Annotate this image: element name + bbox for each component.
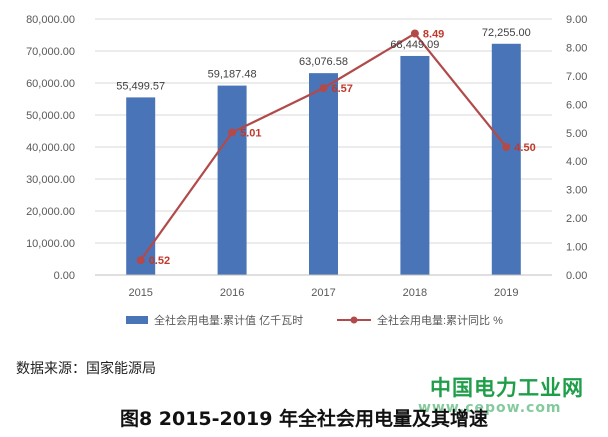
y-right-tick-label: 6.00 — [566, 99, 587, 111]
legend-bar-swatch — [126, 316, 148, 324]
line-series — [136, 29, 511, 265]
growth-marker — [319, 84, 328, 93]
y-left-tick-label: 80,000.00 — [26, 14, 75, 26]
y-right-tick-label: 7.00 — [566, 71, 587, 83]
y-right-tick-label: 1.00 — [566, 242, 587, 254]
legend-line-label: 全社会用电量:累计同比 % — [377, 313, 503, 327]
y-right-tick-label: 3.00 — [566, 185, 587, 197]
bar-series — [126, 43, 521, 276]
growth-marker — [410, 29, 419, 38]
data-labels: 55,499.57 59,187.48 63,076.58 68,449.09 72,2… — [116, 27, 535, 267]
y-left-tick-label: 70,000.00 — [26, 46, 75, 58]
y-right-tick-label: 5.00 — [566, 128, 587, 140]
growth-value-label: 0.52 — [149, 255, 170, 267]
legend-line-marker — [350, 316, 358, 324]
x-tick-label: 2015 — [128, 287, 152, 299]
x-tick-label: 2019 — [494, 287, 518, 299]
bar-value-label: 63,076.58 — [299, 56, 348, 68]
legend-bar-label: 全社会用电量:累计值 亿千瓦时 — [154, 313, 303, 327]
bar — [400, 55, 430, 275]
legend: 全社会用电量:累计值 亿千瓦时 全社会用电量:累计同比 % — [126, 313, 503, 327]
growth-marker — [502, 143, 511, 151]
y-right-tick-label: 9.00 — [566, 14, 587, 26]
y-left-tick-label: 10,000.00 — [26, 238, 75, 250]
x-tick-label: 2016 — [220, 287, 244, 299]
watermark-brand-logo: 中国电力工业网 — [430, 376, 584, 400]
chart-area: 55,499.57 59,187.48 63,076.58 68,449.09 72,2… — [26, 14, 587, 327]
growth-marker — [228, 128, 237, 137]
y-left-tick-label: 20,000.00 — [26, 206, 75, 218]
y-right-tick-label: 2.00 — [566, 213, 587, 225]
y-left-tick-label: 60,000.00 — [26, 78, 75, 90]
growth-value-label: 6.57 — [332, 83, 353, 95]
bar-value-label: 55,499.57 — [116, 80, 165, 92]
growth-value-label: 5.01 — [240, 127, 261, 139]
bar-value-label: 59,187.48 — [208, 69, 257, 81]
bar — [126, 97, 156, 276]
figure-caption: 图8 2015-2019 年全社会用电量及其增速 — [119, 408, 489, 430]
bar — [309, 73, 338, 276]
growth-value-label: 4.50 — [514, 142, 535, 154]
bar-value-label: 72,255.00 — [482, 27, 531, 39]
bar-value-label: 68,449.09 — [390, 39, 439, 51]
growth-value-label: 8.49 — [423, 29, 444, 41]
y-right-tick-label: 0.00 — [566, 270, 587, 282]
watermark-url: www.cepow.com — [418, 400, 562, 416]
y-left-tick-label: 50,000.00 — [26, 110, 75, 122]
y-right-tick-label: 8.00 — [566, 42, 587, 54]
bar — [491, 43, 521, 276]
y-right-tick-label: 4.00 — [566, 156, 587, 168]
x-tick-label: 2018 — [403, 287, 427, 299]
y-left-tick-label: 30,000.00 — [26, 174, 75, 186]
axes: 0.00 10,000.00 20,000.00 30,000.00 40,000.00… — [26, 14, 587, 299]
growth-marker — [136, 256, 145, 265]
y-left-tick-label: 40,000.00 — [26, 142, 75, 154]
data-source-note: 数据来源：国家能源局 — [16, 361, 156, 377]
bar — [217, 85, 247, 275]
y-left-tick-label: 0.00 — [54, 270, 75, 282]
x-tick-label: 2017 — [311, 287, 335, 299]
